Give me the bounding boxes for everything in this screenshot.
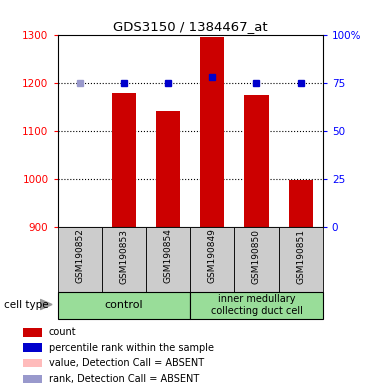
Text: value, Detection Call = ABSENT: value, Detection Call = ABSENT <box>49 358 204 368</box>
Text: GSM190852: GSM190852 <box>75 228 84 283</box>
Text: GSM190854: GSM190854 <box>164 228 173 283</box>
Bar <box>200 37 224 227</box>
Text: inner medullary
collecting duct cell: inner medullary collecting duct cell <box>210 295 302 316</box>
Bar <box>23 343 42 352</box>
Bar <box>156 111 180 227</box>
Text: GSM190849: GSM190849 <box>208 228 217 283</box>
Text: GSM190851: GSM190851 <box>296 228 305 283</box>
Bar <box>58 292 190 319</box>
Bar <box>102 227 146 292</box>
Bar <box>112 93 136 227</box>
Text: count: count <box>49 328 76 338</box>
Bar <box>23 359 42 367</box>
Text: control: control <box>105 300 143 310</box>
Text: GSM190850: GSM190850 <box>252 228 261 283</box>
Text: percentile rank within the sample: percentile rank within the sample <box>49 343 214 353</box>
Bar <box>146 227 190 292</box>
Bar <box>244 94 269 227</box>
Bar <box>279 227 323 292</box>
Polygon shape <box>40 300 52 310</box>
Bar <box>23 328 42 337</box>
Bar <box>190 227 234 292</box>
Text: GSM190853: GSM190853 <box>119 228 128 283</box>
Title: GDS3150 / 1384467_at: GDS3150 / 1384467_at <box>113 20 267 33</box>
Bar <box>58 227 102 292</box>
Bar <box>23 375 42 383</box>
Text: cell type: cell type <box>4 300 48 310</box>
Bar <box>234 227 279 292</box>
Text: rank, Detection Call = ABSENT: rank, Detection Call = ABSENT <box>49 374 199 384</box>
Bar <box>289 180 313 227</box>
Bar <box>190 292 323 319</box>
